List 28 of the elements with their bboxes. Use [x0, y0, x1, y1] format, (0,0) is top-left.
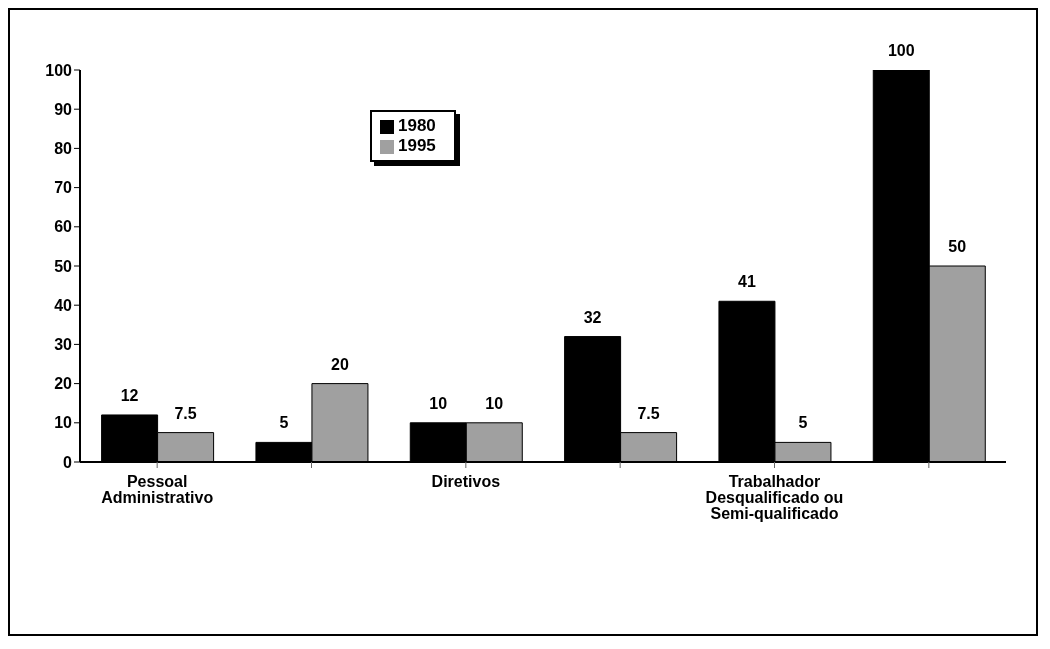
- x-tick-label: Trabalhador Desqualificado ou Semi-qualificado: [705, 473, 844, 523]
- data-label: 5: [279, 414, 289, 432]
- data-label: 20: [331, 355, 349, 373]
- y-tick-label: 90: [54, 100, 73, 118]
- data-label: 41: [738, 273, 756, 291]
- y-tick-label: 30: [54, 336, 73, 354]
- data-label: 12: [120, 386, 139, 404]
- y-tick-label: 100: [45, 61, 73, 79]
- data-label: 7.5: [174, 404, 197, 422]
- y-tick-label: 20: [54, 375, 73, 393]
- data-label: 50: [948, 238, 967, 255]
- x-tick-label: Pessoal Administrativo: [101, 473, 214, 507]
- y-tick-label: 40: [54, 296, 73, 314]
- data-label: 10: [485, 394, 504, 412]
- legend-label: 1980: [398, 116, 436, 135]
- x-tick-label: Diretivos: [431, 473, 501, 491]
- y-tick-label: 10: [54, 414, 73, 432]
- data-label: 5: [798, 414, 808, 432]
- legend-label: 1995: [398, 136, 436, 155]
- y-tick-label: 50: [54, 257, 73, 275]
- y-tick-label: 60: [54, 218, 73, 236]
- data-label: 32: [583, 308, 602, 326]
- y-tick-label: 80: [54, 140, 73, 158]
- data-label: 7.5: [637, 404, 660, 422]
- data-label: 100: [887, 42, 915, 59]
- data-label: 10: [429, 394, 448, 412]
- y-tick-label: 70: [54, 179, 73, 197]
- y-tick-label: 0: [63, 453, 73, 471]
